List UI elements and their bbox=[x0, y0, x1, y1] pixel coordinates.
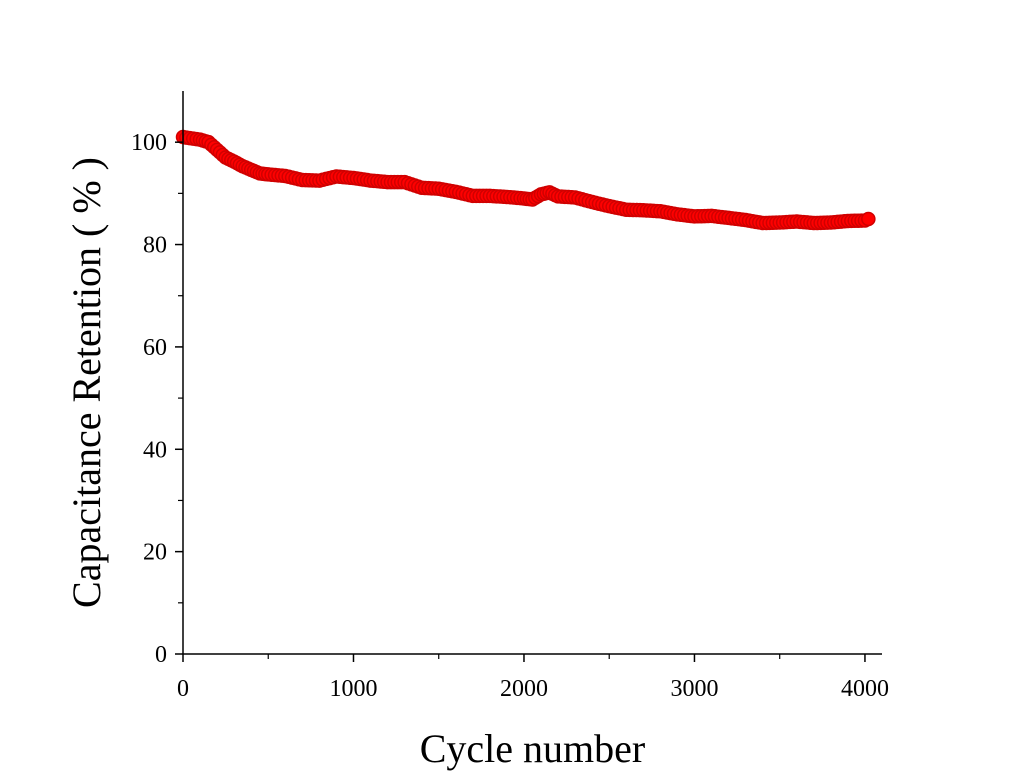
y-tick-label: 40 bbox=[143, 437, 167, 463]
ticks: 0 1000 2000 3000 4000 0 20 40 60 80 100 bbox=[131, 130, 889, 702]
y-tick-label: 60 bbox=[143, 335, 167, 361]
y-tick-label: 20 bbox=[143, 540, 167, 566]
x-tick-label: 1000 bbox=[329, 676, 377, 702]
y-axis-title: Capacitance Retention ( % ) bbox=[64, 157, 109, 608]
y-tick-label: 80 bbox=[143, 233, 167, 259]
x-axis-title: Cycle number bbox=[420, 726, 646, 771]
x-tick-label: 0 bbox=[177, 676, 189, 702]
x-tick-label: 4000 bbox=[841, 676, 889, 702]
y-tick-label: 100 bbox=[131, 130, 167, 156]
y-tick-label: 0 bbox=[155, 642, 167, 668]
axes bbox=[182, 91, 882, 655]
data-point bbox=[861, 211, 876, 227]
x-tick-label: 3000 bbox=[670, 676, 718, 702]
x-tick-label: 2000 bbox=[500, 676, 548, 702]
plot-area bbox=[175, 129, 876, 231]
